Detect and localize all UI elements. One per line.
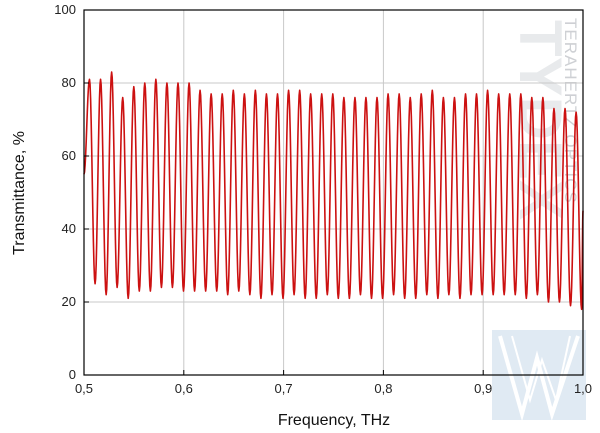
x-axis-ticks: 0,5 0,6 0,7 0,8 0,9 1,0 [75,370,592,396]
y-axis-label: Transmittance, % [11,131,28,255]
y-tick-label: 60 [62,148,76,163]
plot-frame [83,9,584,376]
y-tick-label: 100 [54,2,76,17]
watermark-tagline: TERAHERTZ OPTICS [561,18,580,204]
x-tick-label: 0,5 [75,381,93,396]
plot-area [83,71,584,311]
series-line [83,71,584,311]
y-tick-label: 80 [62,75,76,90]
x-tick-label: 0,6 [175,381,193,396]
y-tick-label: 20 [62,294,76,309]
x-tick-label: 1,0 [574,381,592,396]
x-axis-label: Frequency, THz [278,412,390,429]
x-tick-label: 0,9 [474,381,492,396]
y-tick-label: 0 [69,367,76,382]
x-tick-label: 0,7 [275,381,293,396]
y-tick-label: 40 [62,221,76,236]
x-tick-label: 0,8 [374,381,392,396]
y-axis-ticks: 0 20 40 60 80 100 [54,2,89,382]
